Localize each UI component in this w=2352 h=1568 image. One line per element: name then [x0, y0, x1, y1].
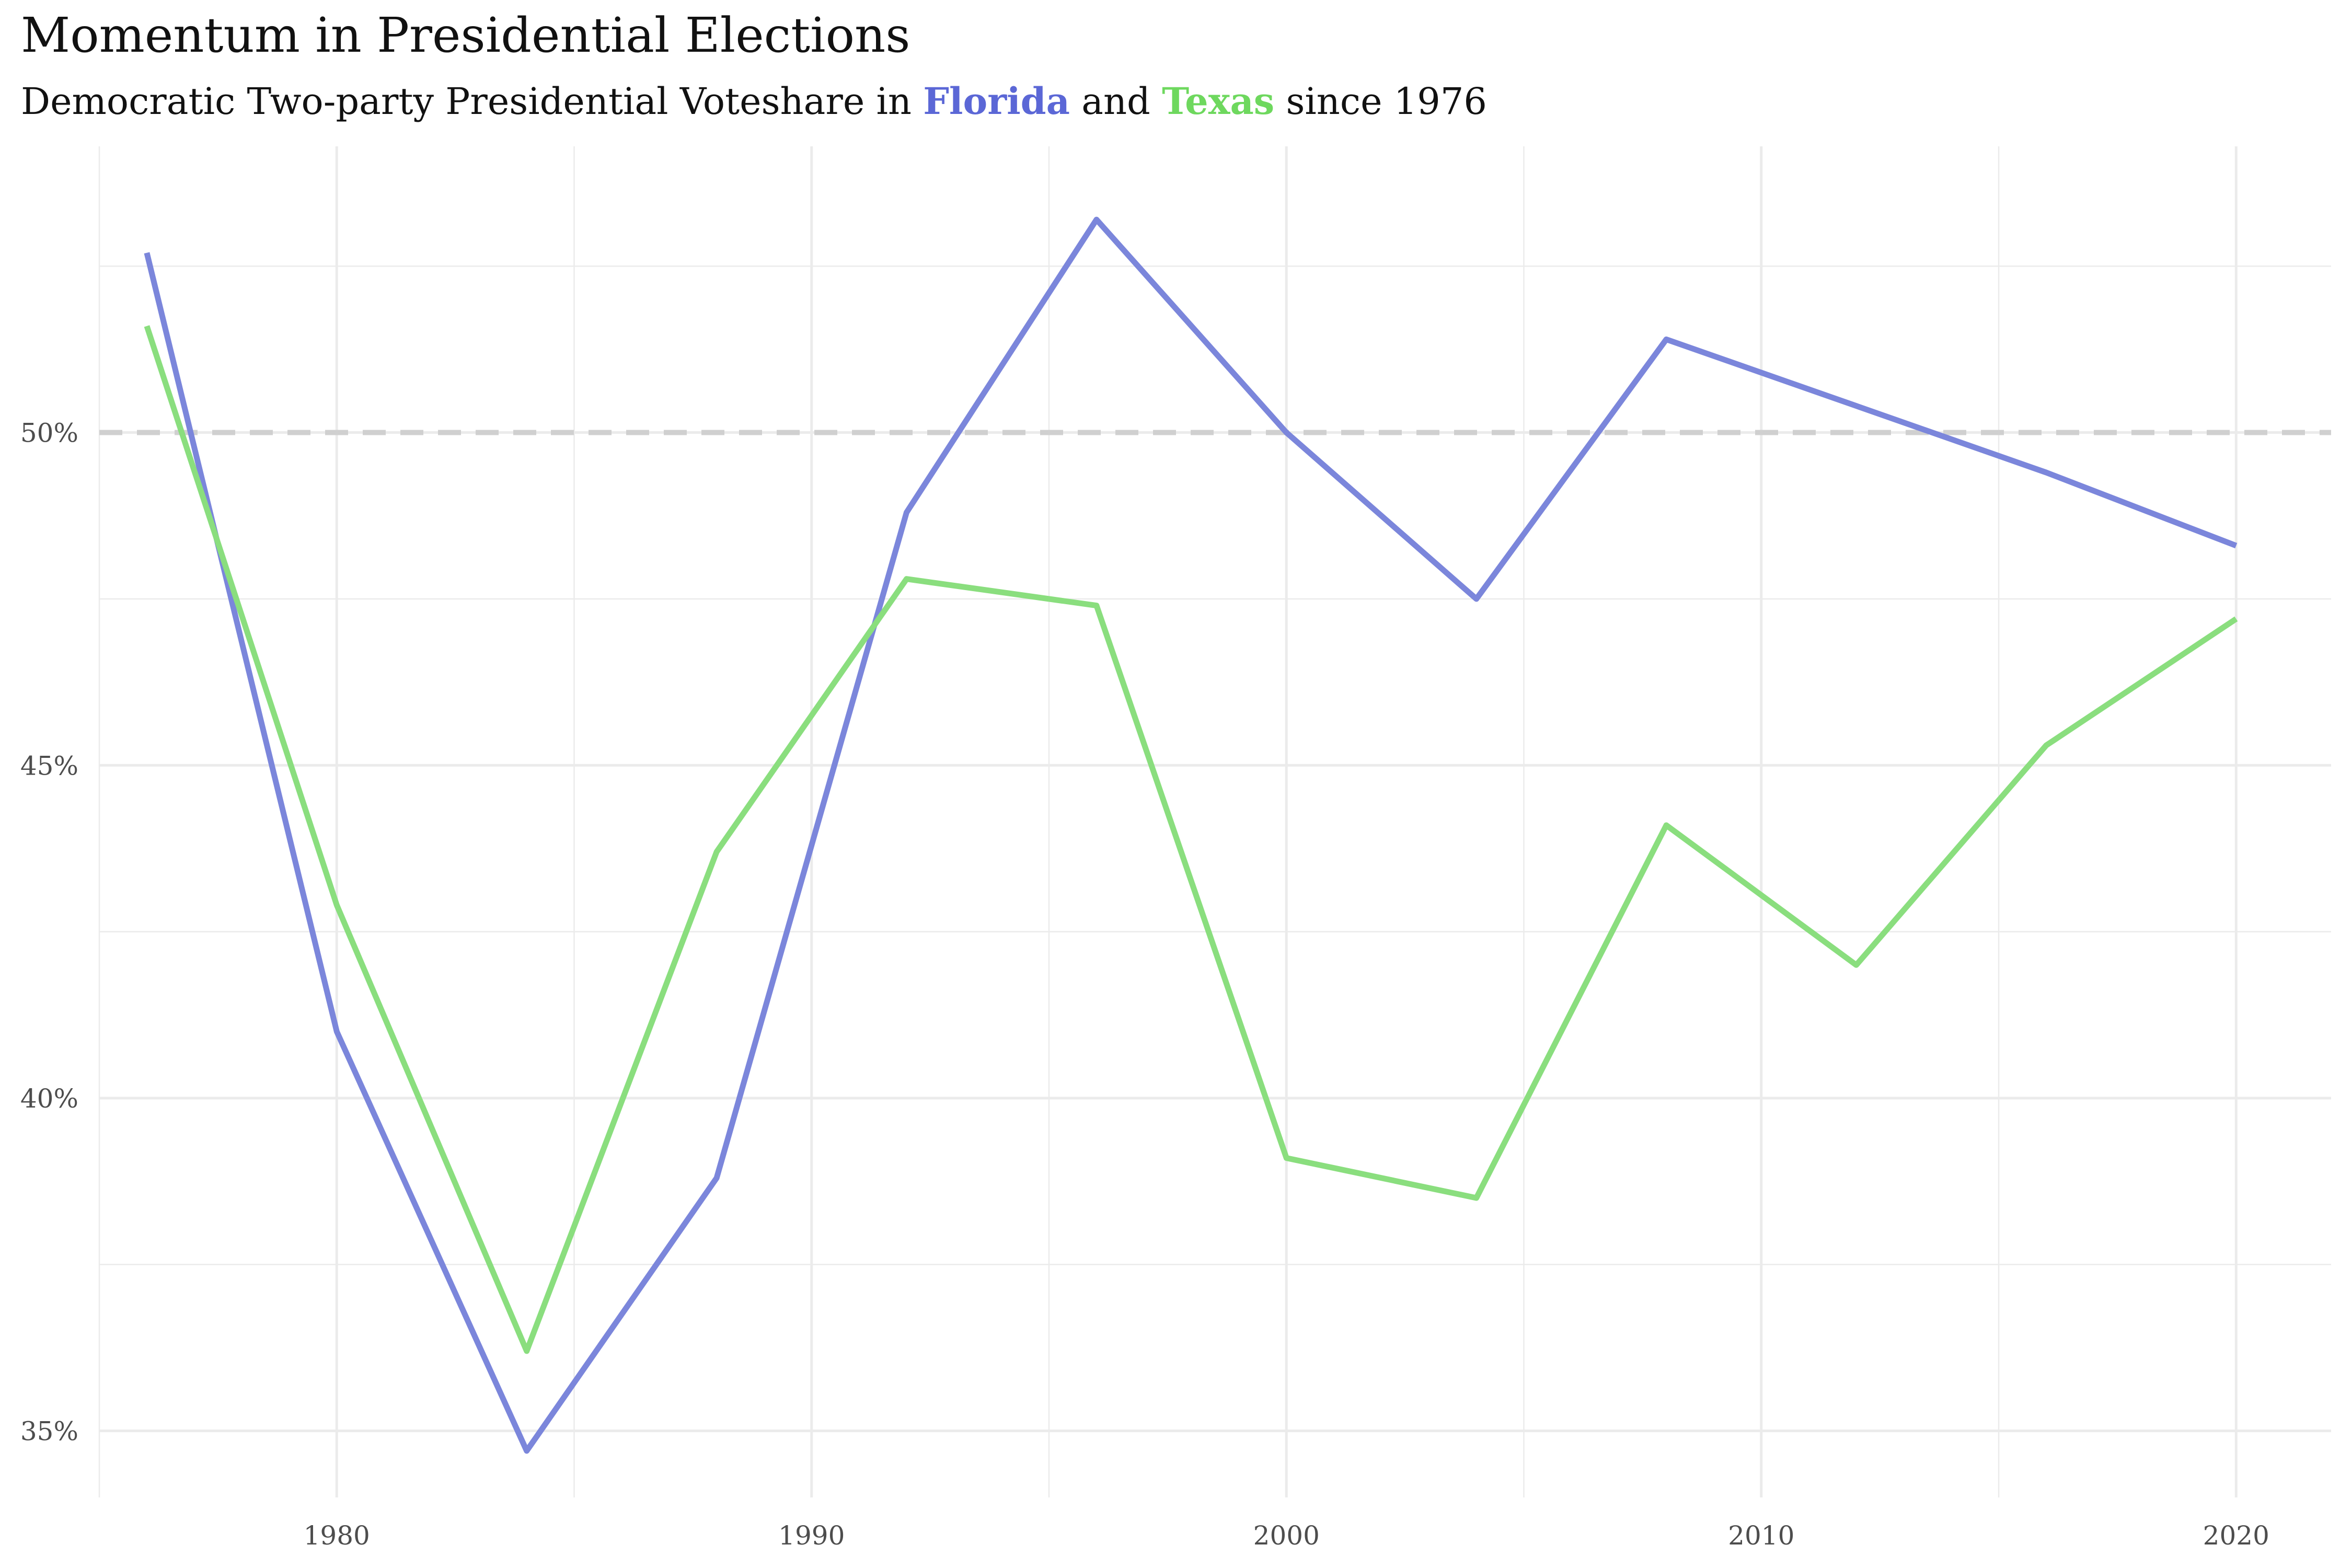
x-tick-label-1990: 1990 [778, 1520, 845, 1551]
subtitle-suffix: since 1976 [1274, 80, 1487, 123]
y-tick-label-45: 45% [20, 751, 78, 781]
x-tick-label-2020: 2020 [2203, 1520, 2269, 1551]
subtitle-and: and [1069, 80, 1162, 123]
x-tick-label-1980: 1980 [304, 1520, 370, 1551]
series-line-florida [144, 216, 2238, 1454]
minor-gridlines [98, 146, 2331, 1497]
y-tick-label-40: 40% [20, 1083, 78, 1114]
y-axis-tick-labels: 35% 40% 45% 50% [20, 418, 78, 1447]
chart-title: Momentum in Presidential Elections [21, 7, 910, 63]
y-tick-label-35: 35% [20, 1416, 78, 1447]
subtitle-prefix: Democratic Two-party Presidential Votesh… [21, 80, 924, 123]
subtitle-florida-label: Florida [923, 79, 1070, 123]
series-line-texas [144, 325, 2238, 1354]
y-tick-label-50: 50% [20, 418, 78, 448]
x-tick-label-2000: 2000 [1253, 1520, 1320, 1551]
x-axis-tick-labels: 1980 1990 2000 2010 2020 [304, 1520, 2269, 1551]
subtitle-texas-label: Texas [1162, 79, 1275, 123]
series-lines [144, 216, 2238, 1454]
x-tick-label-2010: 2010 [1728, 1520, 1794, 1551]
chart-subtitle: Democratic Two-party Presidential Votesh… [21, 79, 1487, 123]
